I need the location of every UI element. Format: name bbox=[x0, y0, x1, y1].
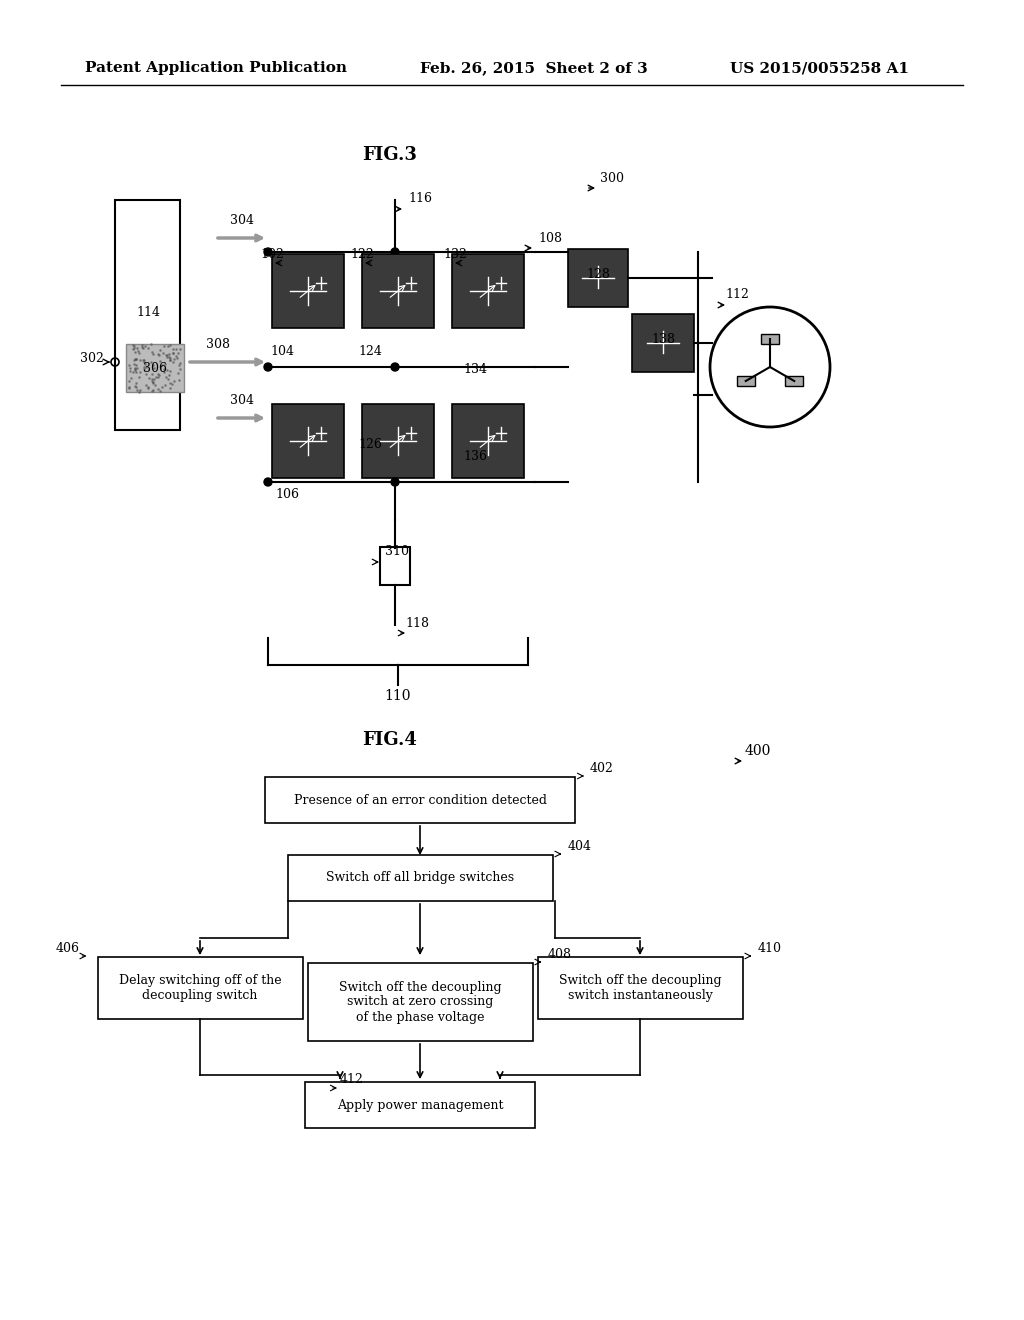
Text: 408: 408 bbox=[548, 948, 571, 961]
Text: FIG.3: FIG.3 bbox=[362, 147, 418, 164]
Text: 138: 138 bbox=[651, 333, 675, 346]
Text: 306: 306 bbox=[143, 362, 167, 375]
Text: Switch off all bridge switches: Switch off all bridge switches bbox=[326, 871, 514, 884]
FancyBboxPatch shape bbox=[362, 404, 434, 478]
FancyBboxPatch shape bbox=[568, 249, 628, 308]
FancyBboxPatch shape bbox=[380, 546, 410, 585]
Text: 102: 102 bbox=[260, 248, 284, 261]
Circle shape bbox=[391, 478, 399, 486]
Text: Switch off the decoupling
switch instantaneously: Switch off the decoupling switch instant… bbox=[559, 974, 721, 1002]
Text: US 2015/0055258 A1: US 2015/0055258 A1 bbox=[730, 61, 909, 75]
FancyBboxPatch shape bbox=[97, 957, 302, 1019]
Text: 108: 108 bbox=[538, 232, 562, 246]
Text: 106: 106 bbox=[275, 488, 299, 502]
FancyBboxPatch shape bbox=[736, 376, 755, 385]
Text: 128: 128 bbox=[586, 268, 610, 281]
Text: FIG.4: FIG.4 bbox=[362, 731, 418, 748]
Text: 300: 300 bbox=[600, 172, 624, 185]
Circle shape bbox=[391, 363, 399, 371]
Text: 112: 112 bbox=[725, 288, 749, 301]
Text: Switch off the decoupling
switch at zero crossing
of the phase voltage: Switch off the decoupling switch at zero… bbox=[339, 981, 502, 1023]
FancyBboxPatch shape bbox=[305, 1082, 535, 1129]
Text: 412: 412 bbox=[340, 1073, 364, 1086]
Text: 134: 134 bbox=[463, 363, 487, 376]
Text: Apply power management: Apply power management bbox=[337, 1098, 503, 1111]
FancyBboxPatch shape bbox=[452, 404, 524, 478]
FancyBboxPatch shape bbox=[307, 964, 532, 1041]
Text: 304: 304 bbox=[230, 393, 254, 407]
Text: 114: 114 bbox=[136, 306, 160, 319]
Text: 402: 402 bbox=[590, 762, 613, 775]
Text: 400: 400 bbox=[745, 744, 771, 758]
Circle shape bbox=[264, 478, 272, 486]
FancyBboxPatch shape bbox=[538, 957, 742, 1019]
Circle shape bbox=[264, 248, 272, 256]
Text: 304: 304 bbox=[230, 214, 254, 227]
Circle shape bbox=[264, 363, 272, 371]
Text: 132: 132 bbox=[443, 248, 467, 261]
FancyBboxPatch shape bbox=[362, 253, 434, 327]
Text: Patent Application Publication: Patent Application Publication bbox=[85, 61, 347, 75]
Text: 116: 116 bbox=[408, 191, 432, 205]
Text: 104: 104 bbox=[270, 345, 294, 358]
Text: 122: 122 bbox=[350, 248, 374, 261]
FancyBboxPatch shape bbox=[115, 201, 180, 430]
FancyBboxPatch shape bbox=[761, 334, 779, 345]
Text: 118: 118 bbox=[406, 616, 429, 630]
Text: 410: 410 bbox=[758, 942, 781, 954]
FancyBboxPatch shape bbox=[272, 253, 344, 327]
Text: 126: 126 bbox=[358, 438, 382, 451]
Text: Feb. 26, 2015  Sheet 2 of 3: Feb. 26, 2015 Sheet 2 of 3 bbox=[420, 61, 648, 75]
Text: 308: 308 bbox=[206, 338, 230, 351]
FancyBboxPatch shape bbox=[272, 404, 344, 478]
FancyBboxPatch shape bbox=[265, 777, 575, 822]
Text: 302: 302 bbox=[80, 352, 103, 366]
Text: 310: 310 bbox=[385, 545, 409, 558]
Text: 124: 124 bbox=[358, 345, 382, 358]
FancyBboxPatch shape bbox=[632, 314, 694, 372]
Text: Presence of an error condition detected: Presence of an error condition detected bbox=[294, 793, 547, 807]
FancyBboxPatch shape bbox=[785, 376, 803, 385]
Text: Delay switching off of the
decoupling switch: Delay switching off of the decoupling sw… bbox=[119, 974, 282, 1002]
FancyBboxPatch shape bbox=[126, 345, 184, 392]
FancyBboxPatch shape bbox=[452, 253, 524, 327]
Text: 406: 406 bbox=[55, 942, 80, 954]
Text: 404: 404 bbox=[567, 840, 592, 853]
Circle shape bbox=[391, 248, 399, 256]
FancyBboxPatch shape bbox=[288, 855, 553, 902]
Text: 136: 136 bbox=[463, 450, 487, 463]
Text: 110: 110 bbox=[385, 689, 412, 704]
